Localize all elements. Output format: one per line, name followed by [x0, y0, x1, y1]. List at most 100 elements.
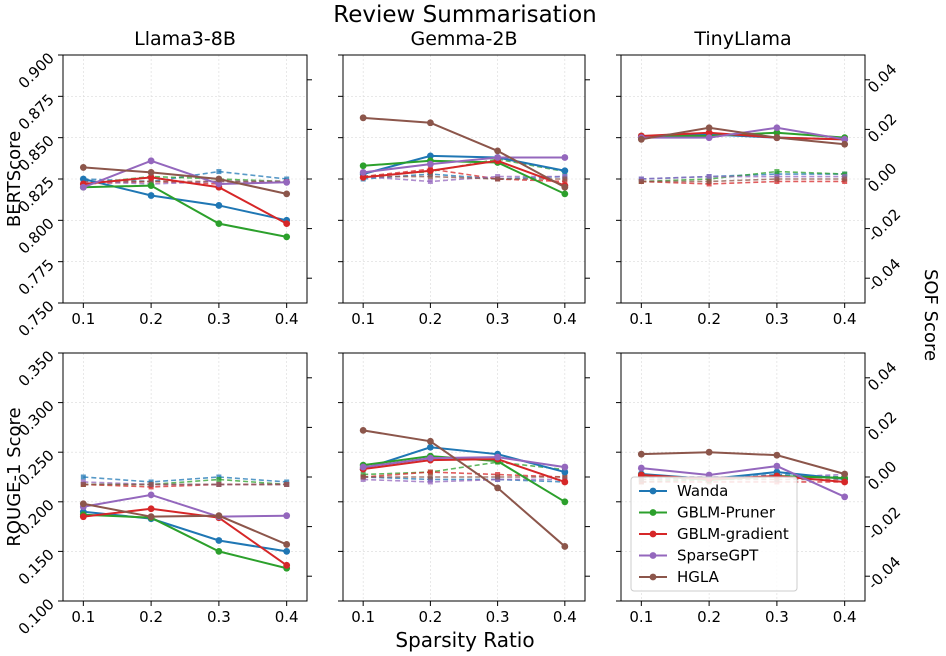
data-point-gblm-gradient — [283, 220, 291, 228]
x-tick-label: 0.2 — [697, 310, 721, 328]
sof-line-gblm-pruner — [641, 170, 845, 183]
data-point-hgla — [426, 437, 434, 445]
legend: Wanda GBLM-Pruner GBLM-gradient SparseGPT HG… — [630, 476, 798, 592]
sof-line-gblm-gradient — [363, 168, 565, 183]
data-point-sparsegpt — [359, 168, 367, 176]
y-tick-label: 0.775 — [15, 256, 58, 299]
y-axis-label-row-1: ROUGE-1 Score — [4, 407, 25, 546]
x-tick-label: 0.3 — [765, 310, 789, 328]
data-point-wanda — [147, 192, 155, 199]
data-point-wanda — [561, 167, 569, 175]
sof-line-gblm-pruner — [363, 461, 565, 476]
x-tick-label: 0.3 — [207, 608, 231, 626]
sof-point-hgla — [562, 474, 568, 480]
series-line-wanda — [362, 154, 566, 176]
series-line-hgla — [363, 116, 566, 189]
data-point-sparsegpt — [637, 464, 645, 472]
x-tick-label: 0.2 — [139, 310, 163, 328]
series-line-gblm-gradient — [83, 176, 288, 225]
data-point-wanda — [561, 468, 569, 476]
data-point-wanda — [215, 202, 223, 209]
sof-line-hgla — [641, 178, 845, 183]
data-point-sparsegpt — [773, 462, 781, 470]
column-title: Llama3-8B — [134, 28, 236, 50]
data-point-gblm-gradient — [561, 478, 569, 486]
sof-point-hgla — [360, 474, 366, 480]
data-point-sparsegpt — [147, 157, 155, 165]
series-line-hgla — [83, 502, 288, 546]
data-point-wanda — [426, 443, 434, 451]
sof-line-wanda — [83, 476, 287, 483]
data-point-hgla — [494, 147, 502, 155]
data-point-sparsegpt — [841, 493, 849, 501]
data-point-hgla — [359, 426, 367, 434]
data-point-gblm-gradient — [841, 478, 849, 486]
legend-label: HGLA — [677, 568, 720, 586]
x-tick-label: 0.2 — [418, 310, 442, 328]
data-point-hgla — [841, 470, 849, 478]
panel-r0-c1: 0.1 0.2 0.3 0.4 Gemma-2B — [338, 28, 590, 328]
panel-r1-c0: 0.1 0.2 0.3 0.40.1000.1500.2000.2500.3000.3… — [15, 347, 312, 638]
sof-point-gblm-pruner — [216, 476, 222, 482]
panel-r1-c1: 0.1 0.2 0.3 0.4 — [338, 352, 590, 626]
sof-tick-label: -0.04 — [864, 553, 904, 593]
panel-r0-c0: 0.1 0.2 0.3 0.40.7500.7750.8000.8250.8500.8… — [15, 28, 312, 340]
sof-line-sparsegpt — [363, 175, 565, 183]
x-tick-label: 0.2 — [139, 608, 163, 626]
y-axis-label-row-0: BERTScore — [4, 131, 25, 227]
x-tick-label: 0.3 — [207, 310, 231, 328]
sof-tick-label: 0.00 — [864, 159, 900, 195]
series-line-sparsegpt — [82, 159, 287, 189]
data-point-hgla — [79, 164, 87, 171]
sof-point-hgla — [774, 176, 780, 182]
x-tick-label: 0.4 — [275, 310, 299, 328]
series-line-sparsegpt — [83, 493, 287, 518]
y-tick-label: 0.350 — [15, 347, 58, 390]
data-point-hgla — [773, 451, 781, 459]
sof-point-sparsegpt — [706, 174, 712, 180]
data-point-gblm-pruner — [359, 162, 367, 170]
sof-tick-label: 0.02 — [864, 110, 900, 146]
sof-tick-label: 0.02 — [864, 408, 900, 444]
data-point-sparsegpt — [841, 135, 849, 143]
sof-tick-label: -0.02 — [864, 205, 904, 245]
sof-line-sparsegpt — [641, 175, 845, 180]
legend-swatch-marker — [649, 573, 657, 581]
sof-point-hgla — [638, 178, 644, 184]
series-line-hgla — [83, 166, 287, 195]
data-point-hgla — [705, 124, 713, 132]
sof-tick-label: -0.04 — [864, 255, 904, 295]
data-point-sparsegpt — [561, 463, 569, 471]
data-point-hgla — [147, 168, 155, 176]
sof-point-sparsegpt — [427, 178, 433, 184]
sof-point-hgla — [80, 481, 86, 487]
y-tick-label: 0.875 — [15, 90, 58, 133]
series-line-gblm-gradient — [363, 159, 566, 187]
x-tick-label: 0.4 — [833, 310, 857, 328]
sof-tick-label: -0.02 — [864, 503, 904, 543]
legend-label: Wanda — [677, 482, 728, 500]
data-point-wanda — [79, 175, 87, 183]
sof-point-hgla — [148, 178, 154, 184]
figure-title: Review Summarisation — [333, 2, 596, 28]
data-point-hgla — [215, 512, 223, 520]
x-tick-label: 0.4 — [553, 310, 577, 328]
series-line-gblm-pruner — [83, 184, 287, 238]
x-tick-label: 0.4 — [275, 608, 299, 626]
series-line-hgla — [641, 126, 845, 146]
series-line-wanda — [83, 178, 287, 222]
sof-tick-label: 0.00 — [864, 457, 900, 493]
sof-point-hgla — [284, 481, 290, 487]
series-line-sparsegpt — [641, 465, 846, 498]
sof-point-gblm-gradient — [427, 469, 433, 475]
data-point-gblm-gradient — [426, 167, 434, 175]
y-tick-label: 0.750 — [15, 297, 58, 340]
y-tick-label: 0.150 — [15, 546, 58, 589]
sof-point-wanda — [80, 474, 86, 480]
series-line-sparsegpt — [363, 456, 565, 469]
data-point-sparsegpt — [215, 180, 223, 188]
data-point-hgla — [705, 448, 713, 456]
data-point-sparsegpt — [283, 512, 291, 520]
data-point-sparsegpt — [79, 183, 87, 191]
sof-line-gblm-gradient — [363, 471, 565, 478]
